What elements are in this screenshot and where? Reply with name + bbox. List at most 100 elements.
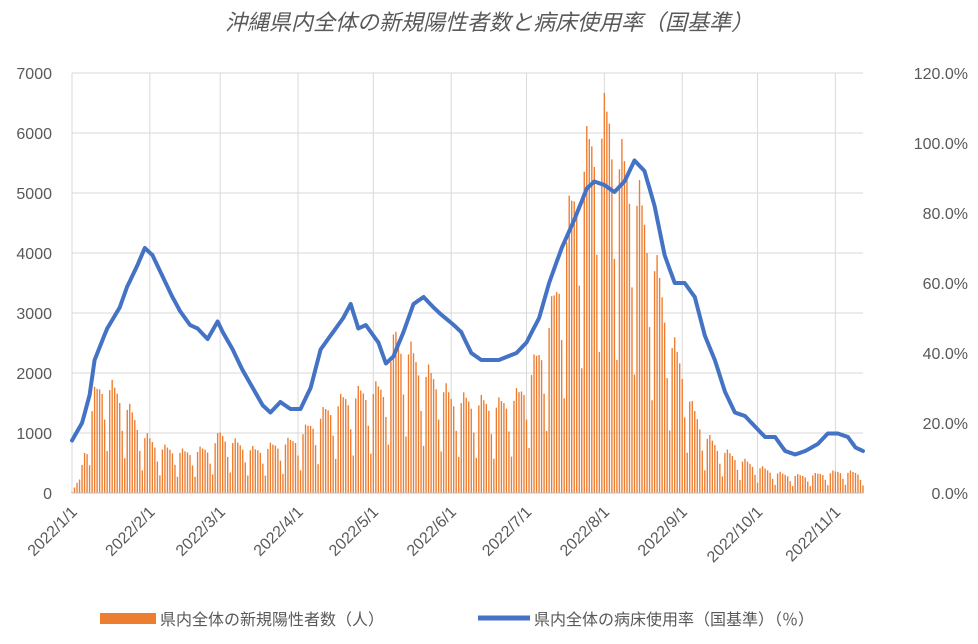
bar	[598, 351, 601, 493]
bar	[407, 354, 410, 493]
bar	[151, 442, 154, 493]
bar	[216, 433, 219, 493]
bar	[345, 399, 347, 493]
bar	[417, 375, 420, 493]
x-tick-label: 2022/5/1	[326, 504, 382, 560]
bar	[488, 410, 490, 493]
y-left-tick-label: 1000	[16, 426, 52, 443]
bar	[432, 379, 435, 493]
bar	[515, 388, 518, 493]
bar	[269, 442, 272, 493]
bar	[799, 475, 801, 493]
bar	[621, 139, 623, 493]
bar	[134, 420, 136, 493]
bar	[593, 167, 595, 493]
bar	[832, 470, 834, 493]
bar	[483, 400, 485, 493]
bar	[237, 442, 239, 493]
bar-series	[71, 92, 864, 494]
bar	[98, 389, 101, 493]
y-right-tick-label: 60.0%	[923, 276, 968, 293]
bar	[447, 392, 450, 493]
bar	[254, 449, 256, 493]
bar	[490, 434, 493, 493]
chart-title: 沖縄県内全体の新規陽性者数と病床使用率（国基準）	[225, 11, 753, 36]
bar	[485, 403, 488, 493]
bar	[671, 348, 673, 493]
bar	[322, 407, 324, 493]
bar	[548, 327, 550, 493]
bar	[262, 463, 264, 493]
bar	[309, 425, 312, 493]
bar	[329, 415, 332, 493]
bar	[287, 437, 289, 493]
bar	[319, 418, 322, 493]
x-tick-label: 2022/2/1	[103, 504, 159, 560]
y-left-tick-label: 2000	[16, 366, 52, 383]
bar	[166, 447, 169, 493]
x-tick-label: 2022/9/1	[635, 504, 691, 560]
bar	[427, 364, 430, 493]
y-left-tick-label: 0	[43, 486, 52, 503]
bar	[809, 486, 811, 493]
bar	[754, 474, 756, 493]
bar	[186, 452, 189, 493]
bar	[804, 477, 806, 493]
bar	[442, 392, 445, 493]
bar	[616, 359, 618, 493]
bar	[643, 224, 646, 493]
bar	[817, 473, 819, 493]
bar	[294, 443, 297, 493]
bar	[126, 409, 128, 493]
bar	[709, 434, 711, 493]
y-left-tick-label: 3000	[16, 306, 52, 323]
bar	[264, 475, 267, 493]
x-tick-label: 2022/3/1	[173, 504, 229, 560]
bar	[86, 454, 88, 493]
bar	[699, 429, 701, 493]
bar	[814, 472, 816, 493]
y-left-tick-label: 7000	[16, 66, 52, 83]
bar	[550, 296, 553, 493]
bar	[591, 146, 593, 493]
bar	[347, 405, 349, 493]
bar	[724, 452, 726, 493]
bar	[807, 481, 809, 493]
x-tick-label: 2022/8/1	[557, 504, 613, 560]
bar	[523, 395, 525, 493]
bar	[704, 470, 706, 493]
bar	[257, 450, 259, 493]
bar	[81, 464, 83, 493]
bar	[149, 438, 151, 493]
bar	[829, 473, 832, 493]
bar	[528, 448, 530, 493]
bar	[415, 362, 417, 493]
bar	[684, 417, 686, 493]
bar	[746, 461, 749, 493]
bar	[314, 445, 317, 493]
bar	[812, 475, 814, 493]
bar	[744, 458, 746, 493]
bar	[759, 468, 761, 493]
bar	[139, 450, 141, 493]
bar	[666, 378, 668, 493]
bar	[219, 432, 221, 493]
y-right-tick-label: 40.0%	[923, 346, 968, 363]
x-tick-label: 2022/7/1	[479, 504, 535, 560]
bar	[538, 355, 540, 493]
y-right-tick-label: 80.0%	[923, 206, 968, 223]
bar	[455, 430, 457, 493]
bar	[390, 361, 392, 493]
bar	[402, 394, 405, 493]
bar	[468, 401, 470, 493]
legend-label-line: 県内全体の病床使用率（国基準）（％）	[534, 610, 814, 629]
bar	[465, 397, 467, 493]
bar	[445, 383, 447, 493]
bar	[249, 450, 251, 493]
bar	[164, 444, 166, 493]
bar	[199, 446, 201, 493]
bar	[686, 452, 688, 493]
bar	[714, 445, 716, 493]
bar	[244, 462, 246, 493]
